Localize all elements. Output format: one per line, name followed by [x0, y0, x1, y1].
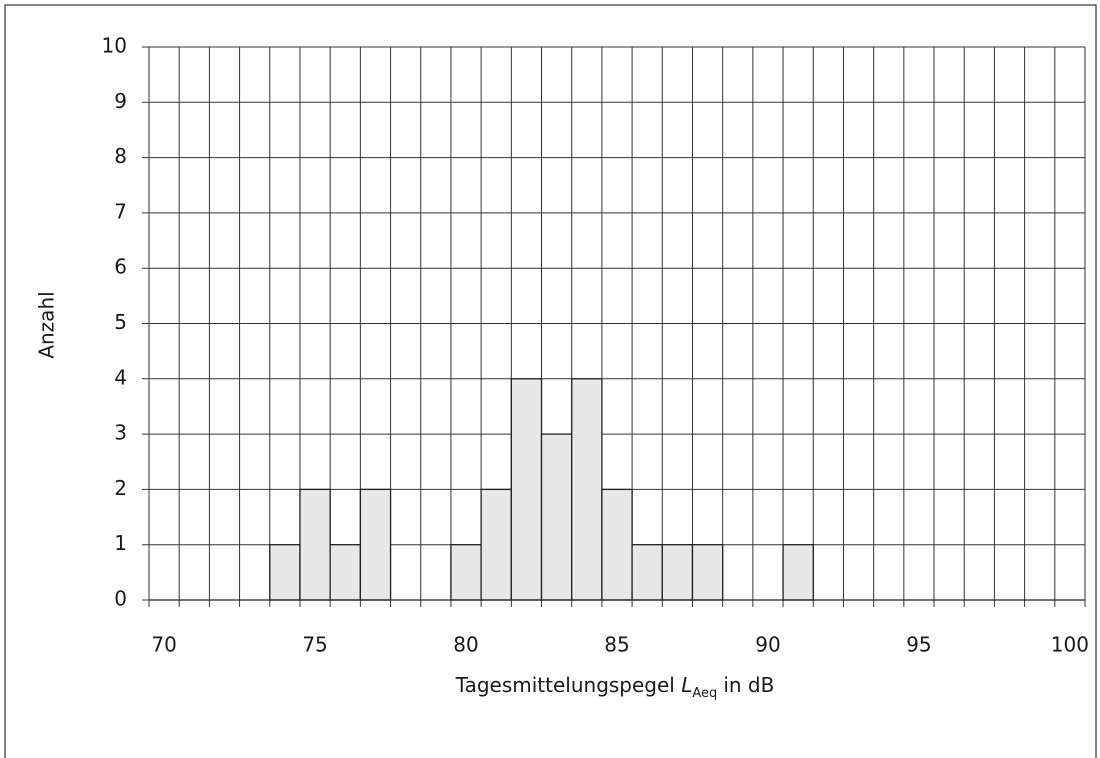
bar — [329, 544, 362, 601]
y-tick-label: 9 — [114, 89, 127, 113]
bar — [299, 488, 331, 601]
bar — [540, 433, 573, 601]
bar — [359, 488, 392, 601]
y-axis-label: Anzahl — [35, 291, 59, 358]
x-tick-label: 90 — [755, 633, 780, 657]
y-tick-label: 0 — [114, 587, 127, 611]
bar — [691, 544, 724, 601]
y-tick-label: 4 — [114, 365, 127, 389]
bar — [269, 544, 301, 601]
x-tick-label: 80 — [453, 633, 478, 657]
y-tick-label: 1 — [114, 531, 127, 555]
frame — [4, 4, 1097, 758]
bar — [631, 544, 663, 601]
x-label-symbol: L — [681, 673, 692, 697]
y-tick-label: 3 — [114, 421, 127, 445]
x-label-subscript: Aeq — [692, 686, 717, 701]
y-tick-label: 5 — [114, 310, 127, 334]
y-tick-label: 6 — [114, 255, 127, 279]
y-tick-label: 7 — [114, 199, 127, 223]
plot-area: 0 1 2 3 4 5 6 7 8 9 10 70 75 80 85 90 95 100 — [102, 34, 1089, 657]
x-label-unit: in dB — [723, 673, 774, 697]
bar — [661, 544, 694, 601]
bar — [510, 378, 543, 601]
x-tick-label: 95 — [906, 633, 931, 657]
y-tick-label: 8 — [114, 144, 127, 168]
x-tick-label: 100 — [1051, 633, 1089, 657]
bar — [571, 378, 603, 601]
y-tick-label: 10 — [102, 34, 127, 58]
bar — [480, 488, 512, 601]
bar — [782, 544, 814, 601]
x-tick-label: 70 — [151, 633, 176, 657]
x-axis-label: Tagesmittelungspegel LAeq in dB — [455, 673, 775, 701]
x-label-text: Tagesmittelungspegel — [455, 673, 675, 697]
x-tick-label: 85 — [604, 633, 629, 657]
bar — [601, 488, 633, 601]
x-tick-label: 75 — [302, 633, 327, 657]
y-tick-label: 2 — [114, 476, 127, 500]
bar — [450, 544, 482, 601]
